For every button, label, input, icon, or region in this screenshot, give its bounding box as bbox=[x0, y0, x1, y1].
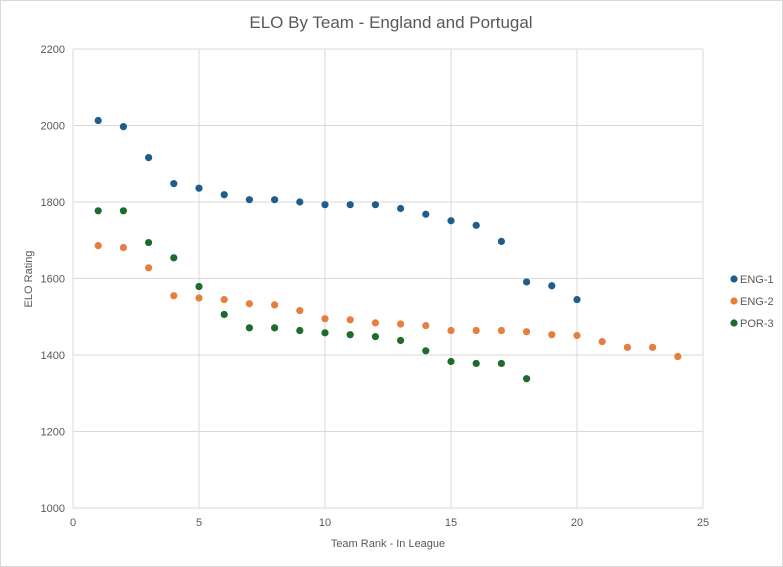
data-point bbox=[397, 204, 405, 213]
data-point bbox=[119, 123, 127, 131]
data-point bbox=[119, 207, 127, 215]
legend-item: POR-3 bbox=[730, 318, 774, 330]
data-point bbox=[447, 217, 455, 225]
data-point bbox=[119, 243, 127, 252]
data-point bbox=[674, 352, 682, 361]
data-point bbox=[346, 316, 354, 324]
data-point bbox=[220, 310, 228, 319]
tick-labels: 1000 1200 1400 1600 1800 2000 2200 0 5 10 15 20 25 bbox=[41, 44, 710, 529]
y-tick-label: 2200 bbox=[41, 44, 65, 56]
x-tick-label: 15 bbox=[445, 517, 457, 529]
data-point bbox=[346, 201, 354, 209]
data-point bbox=[472, 221, 480, 229]
data-point bbox=[523, 375, 531, 383]
y-tick-label: 1000 bbox=[41, 503, 65, 515]
data-point bbox=[548, 282, 556, 290]
y-tick-label: 1400 bbox=[41, 350, 65, 362]
data-point bbox=[296, 198, 304, 206]
data-point bbox=[371, 201, 379, 209]
series-por-3 bbox=[94, 207, 531, 383]
legend-item: ENG-2 bbox=[730, 296, 774, 308]
data-point bbox=[447, 326, 455, 335]
data-point bbox=[523, 278, 531, 286]
legend-marker bbox=[730, 275, 738, 283]
data-point bbox=[346, 331, 354, 339]
series-eng-2 bbox=[94, 242, 682, 361]
data-point bbox=[245, 300, 253, 308]
data-point bbox=[422, 321, 430, 330]
legend-marker bbox=[730, 319, 738, 327]
data-point bbox=[195, 184, 203, 192]
data-point bbox=[296, 307, 304, 315]
gridlines bbox=[72, 48, 704, 509]
data-point bbox=[397, 336, 405, 345]
legend-label: ENG-2 bbox=[740, 296, 774, 308]
x-tick-label: 0 bbox=[70, 517, 76, 529]
data-point bbox=[447, 357, 455, 366]
y-tick-label: 1600 bbox=[41, 274, 65, 286]
data-point bbox=[422, 210, 430, 218]
data-point bbox=[170, 254, 178, 262]
data-point bbox=[220, 191, 228, 199]
data-point bbox=[497, 237, 505, 245]
data-point bbox=[145, 238, 153, 247]
data-point bbox=[598, 338, 606, 346]
data-point bbox=[94, 242, 102, 250]
data-point bbox=[573, 331, 581, 340]
chart-title: ELO By Team - England and Portugal bbox=[249, 13, 532, 32]
data-point bbox=[170, 180, 178, 188]
data-point bbox=[523, 328, 531, 336]
x-tick-label: 25 bbox=[697, 517, 709, 529]
data-point bbox=[321, 315, 329, 323]
legend-label: POR-3 bbox=[740, 318, 774, 330]
data-point bbox=[94, 207, 102, 215]
data-point bbox=[573, 295, 581, 304]
legend-item: ENG-1 bbox=[730, 274, 774, 286]
y-axis-title: ELO Rating bbox=[23, 251, 35, 308]
legend-label: ENG-1 bbox=[740, 274, 774, 286]
data-point bbox=[195, 294, 203, 302]
data-point bbox=[623, 343, 632, 351]
y-tick-label: 2000 bbox=[41, 121, 65, 133]
data-point bbox=[245, 196, 253, 204]
data-point bbox=[271, 324, 279, 332]
x-axis-title: Team Rank - In League bbox=[331, 538, 445, 550]
legend: ENG-1 ENG-2 POR-3 bbox=[730, 274, 774, 330]
data-point bbox=[472, 326, 480, 335]
data-point bbox=[170, 292, 178, 300]
data-point bbox=[145, 154, 153, 162]
x-tick-label: 10 bbox=[319, 517, 331, 529]
data-point bbox=[649, 343, 657, 351]
data-point bbox=[245, 324, 253, 332]
data-point bbox=[497, 359, 505, 368]
y-tick-label: 1200 bbox=[41, 427, 65, 439]
data-point bbox=[321, 329, 329, 337]
y-tick-label: 1800 bbox=[41, 197, 65, 209]
data-point bbox=[321, 201, 329, 209]
x-tick-label: 5 bbox=[196, 517, 202, 529]
data-point bbox=[548, 331, 556, 339]
data-point bbox=[472, 359, 480, 368]
data-point bbox=[220, 295, 228, 304]
legend-marker bbox=[730, 297, 738, 305]
data-point bbox=[195, 282, 203, 291]
data-point bbox=[296, 326, 304, 335]
data-point bbox=[145, 264, 153, 272]
data-point bbox=[371, 319, 379, 327]
data-point bbox=[271, 301, 279, 309]
data-point bbox=[422, 347, 430, 355]
series-eng-1 bbox=[94, 116, 581, 304]
data-point bbox=[271, 196, 279, 204]
data-point bbox=[497, 326, 505, 335]
data-point bbox=[371, 333, 379, 341]
x-tick-label: 20 bbox=[571, 517, 583, 529]
data-points bbox=[94, 116, 682, 383]
data-point bbox=[397, 320, 405, 328]
data-point bbox=[94, 116, 102, 125]
